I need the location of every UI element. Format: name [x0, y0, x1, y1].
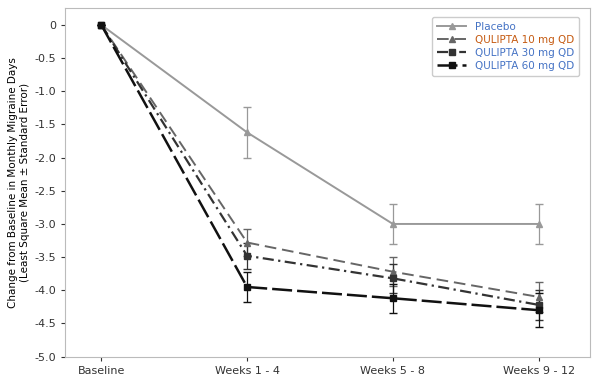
Y-axis label: Change from Baseline in Monthly Migraine Days
(Least Square Mean ± Standard Erro: Change from Baseline in Monthly Migraine… — [8, 57, 30, 308]
Legend: Placebo, QULIPTA 10 mg QD, QULIPTA 30 mg QD, QULIPTA 60 mg QD: Placebo, QULIPTA 10 mg QD, QULIPTA 30 mg… — [432, 17, 579, 76]
